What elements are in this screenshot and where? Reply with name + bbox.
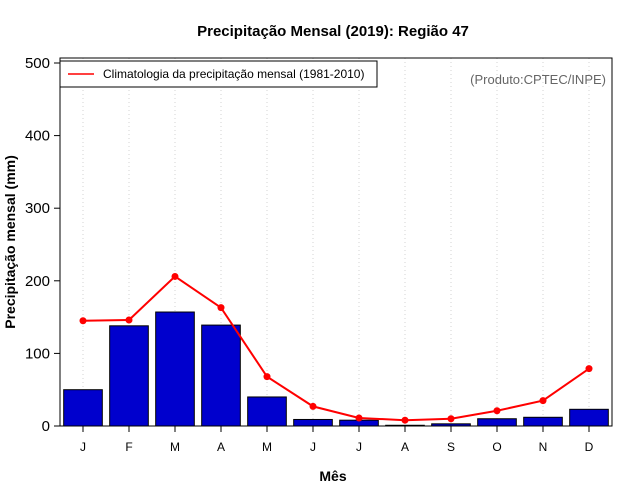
credit-text: (Produto:CPTEC/INPE) [470, 72, 606, 87]
bar-11 [523, 416, 563, 427]
x-tick-label-11: N [539, 440, 548, 454]
bar-6 [293, 418, 333, 427]
bar-2 [109, 325, 149, 427]
bar-5 [247, 396, 287, 427]
bar-1 [63, 389, 103, 427]
y-tick-label-100: 100 [25, 345, 50, 362]
climatology-point-3 [171, 272, 179, 280]
y-axis: 0 100 200 300 400 500 [25, 55, 60, 435]
x-tick-label-12: D [585, 440, 594, 454]
y-tick-label-500: 500 [25, 55, 50, 72]
x-tick-label-10: O [492, 440, 501, 454]
chart-title: Precipitação Mensal (2019): Região 47 [197, 23, 469, 40]
climatology-point-4 [217, 304, 225, 312]
climatology-line [82, 275, 590, 422]
y-tick-label-0: 0 [42, 418, 50, 435]
climatology-line-series [79, 272, 593, 424]
x-tick-label-7: J [356, 440, 362, 454]
climatology-point-5 [263, 373, 271, 381]
climatology-point-6 [309, 402, 317, 410]
climatology-point-12 [585, 365, 593, 373]
x-tick-label-3: M [170, 440, 180, 454]
grid-lines [82, 58, 590, 426]
legend: Climatologia da precipitação mensal (198… [59, 60, 378, 88]
x-tick-label-9: S [447, 440, 455, 454]
climatology-point-10 [493, 407, 501, 415]
x-tick-label-1: J [80, 440, 86, 454]
y-tick-label-300: 300 [25, 200, 50, 217]
climatology-point-7 [355, 414, 363, 422]
bar-4 [201, 324, 241, 427]
legend-box [59, 60, 378, 88]
legend-label-climatology: Climatologia da precipitação mensal (198… [103, 67, 364, 81]
y-axis-label: Precipitação mensal (mm) [2, 155, 18, 329]
x-axis-label: Mês [319, 468, 346, 484]
bar-3 [155, 311, 195, 427]
x-tick-label-8: A [401, 440, 409, 454]
y-tick-label-400: 400 [25, 128, 50, 145]
x-tick-label-5: M [262, 440, 272, 454]
plot-frame [59, 57, 613, 427]
x-tick-label-6: J [310, 440, 316, 454]
bar-series [63, 311, 609, 427]
bar-10 [477, 418, 517, 427]
bar-12 [569, 408, 609, 427]
climatology-point-1 [79, 317, 87, 325]
climatology-point-11 [539, 397, 547, 405]
x-tick-label-4: A [217, 440, 225, 454]
climatology-point-8 [401, 416, 409, 424]
y-tick-label-200: 200 [25, 273, 50, 290]
x-tick-label-2: F [125, 440, 132, 454]
climatology-point-2 [125, 316, 133, 324]
climatology-point-9 [447, 415, 455, 423]
